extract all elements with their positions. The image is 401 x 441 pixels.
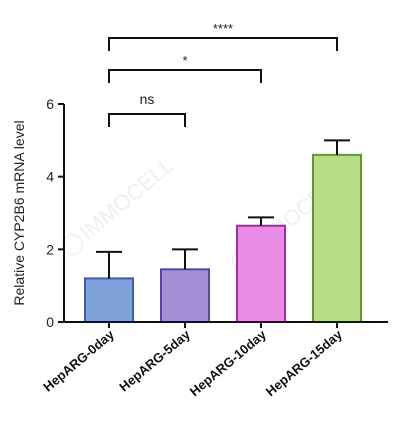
y-tick-label: 4 [46, 169, 54, 185]
significance-bracket-2: **** [108, 21, 338, 51]
error-bar-2 [248, 216, 274, 226]
error-bar-3 [324, 139, 350, 155]
x-tick-label: HepARG-10day [187, 326, 270, 399]
significance-bracket-0: ns [108, 91, 186, 127]
y-tick-label: 0 [46, 314, 54, 330]
bracket-line [108, 113, 186, 127]
significance-label: **** [213, 21, 233, 36]
error-bars-group [96, 139, 350, 279]
y-axis-label: Relative CYP2B6 mRNA level [11, 120, 27, 305]
error-bar-1 [172, 248, 198, 270]
watermark-layer: IMMOCELL IMMOCELL [61, 152, 349, 271]
significance-label: ns [140, 91, 155, 107]
watermark-text: IMMOCELL [75, 152, 179, 245]
x-tick-label: HepARG-0day [40, 326, 117, 394]
bracket-line [108, 37, 338, 51]
y-tick-label: 2 [46, 241, 54, 257]
error-bar-0 [96, 250, 122, 279]
x-tick-label: HepARG-5day [116, 326, 193, 394]
bracket-line [108, 69, 262, 83]
bar-3 [312, 153, 362, 323]
y-tick-label: 6 [46, 96, 54, 112]
significance-bracket-1: * [108, 53, 262, 83]
x-tick-label: HepARG-15day [263, 326, 346, 399]
bar-0 [84, 277, 134, 323]
bar-2 [236, 224, 286, 323]
significance-brackets: ns***** [108, 21, 338, 127]
x-axis: HepARG-0day HepARG-5dayHepARG-10dayHepARG… [40, 321, 388, 399]
watermark-0: IMMOCELL [61, 152, 179, 256]
y-axis: 0 2 4 6 [46, 96, 65, 330]
significance-label: * [182, 53, 187, 68]
bars-group [84, 153, 362, 324]
bar-1 [160, 268, 210, 324]
